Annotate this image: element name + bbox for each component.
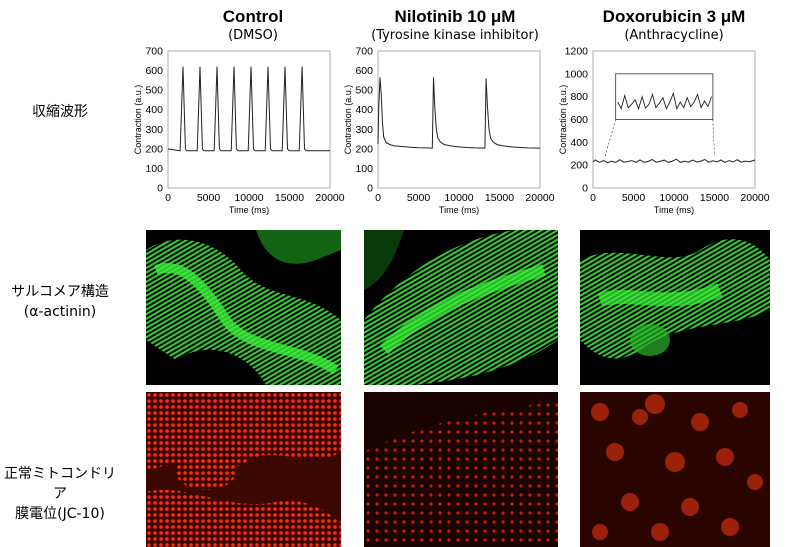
y-tick-label: 700 <box>145 46 163 58</box>
column-title: Doxorubicin 3 μM <box>602 7 746 26</box>
x-axis-label: Time (ms) <box>229 205 269 215</box>
y-tick-label: 200 <box>570 160 588 172</box>
x-tick-label: 0 <box>590 192 596 204</box>
y-tick-label: 400 <box>570 137 588 149</box>
x-tick-label: 5000 <box>197 192 221 204</box>
x-tick-label: 20000 <box>525 192 554 204</box>
mitochondria-image-doxorubicin <box>580 392 770 547</box>
sarcomere-stain-picture <box>146 230 341 385</box>
series-line <box>167 66 330 152</box>
x-tick-label: 10000 <box>444 192 473 204</box>
y-axis-label: Contraction (a.u.) <box>343 85 353 155</box>
x-tick-label: 5000 <box>622 192 646 204</box>
column-title-doxorubicin: Doxorubicin 3 μM (Anthracycline) <box>564 7 784 45</box>
x-axis-label: Time (ms) <box>439 205 479 215</box>
sarcomere-image-nilotinib <box>364 230 558 385</box>
plot-frame <box>167 50 331 189</box>
column-subtitle: (DMSO) <box>228 28 278 43</box>
row-label-text: サルコメア構造 <box>11 284 109 300</box>
x-tick-label: 15000 <box>700 192 729 204</box>
x-tick-label: 15000 <box>275 192 304 204</box>
contraction-chart-nilotinib: 0 100 200 300 400 500 600 700 0 5000 10000 15000 200… <box>343 46 555 216</box>
y-tick-label: 0 <box>367 183 373 195</box>
sarcomere-image-doxorubicin <box>580 230 770 385</box>
row-label-text: 収縮波形 <box>32 104 88 120</box>
x-tick-label: 15000 <box>485 192 514 204</box>
row-label-text: 正常ミトコンドリア <box>4 466 116 502</box>
y-tick-label: 400 <box>145 104 163 116</box>
x-tick-label: 20000 <box>740 192 769 204</box>
y-tick-label: 1200 <box>565 46 589 58</box>
y-axis-label: Contraction (a.u.) <box>558 85 568 155</box>
y-tick-label: 1000 <box>565 68 589 80</box>
y-tick-label: 300 <box>145 124 163 136</box>
mitochondria-stain-picture <box>580 392 770 547</box>
y-tick-label: 100 <box>355 163 373 175</box>
y-tick-label: 200 <box>145 143 163 155</box>
row-label-text-2: (α-actinin) <box>23 304 97 320</box>
sarcomere-stain-picture <box>364 230 558 385</box>
x-tick-label: 5000 <box>407 192 431 204</box>
row-label-text-2: 膜電位(JC-10) <box>15 506 105 522</box>
series-line <box>592 158 756 164</box>
series-line <box>377 77 541 149</box>
inset-connector <box>604 119 616 157</box>
y-tick-label: 600 <box>355 65 373 77</box>
y-axis-label: Contraction (a.u.) <box>133 85 143 155</box>
x-tick-label: 20000 <box>315 192 344 204</box>
contraction-chart-doxorubicin: 0 200 400 600 800 1000 1200 0 5000 10000 15000 2000… <box>558 46 770 216</box>
x-tick-label: 10000 <box>659 192 688 204</box>
x-axis-label: Time (ms) <box>654 205 694 215</box>
contraction-chart-control: 0 100 200 300 400 500 600 700 0 5000 10000 15000 200… <box>133 46 345 216</box>
sarcomere-image-control <box>146 230 341 385</box>
plot-frame <box>592 50 756 189</box>
row-label-waveform: 収縮波形 <box>0 102 120 122</box>
y-tick-label: 600 <box>570 114 588 126</box>
column-title: Control <box>222 7 284 26</box>
y-tick-label: 800 <box>570 91 588 103</box>
y-tick-label: 600 <box>145 65 163 77</box>
y-tick-label: 500 <box>355 85 373 97</box>
y-tick-label: 500 <box>145 85 163 97</box>
mitochondria-stain-picture <box>146 392 341 547</box>
column-subtitle: (Anthracycline) <box>624 28 724 43</box>
row-label-sarcomere: サルコメア構造 (α-actinin) <box>0 282 120 322</box>
x-tick-label: 10000 <box>234 192 263 204</box>
mitochondria-image-nilotinib <box>364 392 558 547</box>
column-title-nilotinib: Nilotinib 10 μM (Tyrosine kinase inhibit… <box>345 7 565 45</box>
y-tick-label: 100 <box>145 163 163 175</box>
inset-series-line <box>617 91 712 111</box>
x-tick-label: 0 <box>375 192 381 204</box>
y-tick-label: 400 <box>355 104 373 116</box>
sarcomere-stain-picture <box>580 239 770 359</box>
y-tick-label: 300 <box>355 124 373 136</box>
column-subtitle: (Tyrosine kinase inhibitor) <box>371 28 539 43</box>
inset-connector <box>712 119 715 157</box>
y-tick-label: 200 <box>355 143 373 155</box>
mitochondria-stain-picture <box>364 392 558 547</box>
y-tick-label: 0 <box>157 183 163 195</box>
plot-frame <box>377 50 541 189</box>
row-label-mitochondria: 正常ミトコンドリア 膜電位(JC-10) <box>0 464 120 524</box>
y-tick-label: 0 <box>582 183 588 195</box>
column-title: Nilotinib 10 μM <box>394 7 516 26</box>
y-tick-label: 700 <box>355 46 373 58</box>
column-title-control: Control (DMSO) <box>143 7 363 45</box>
mitochondria-image-control <box>146 392 341 547</box>
x-tick-label: 0 <box>165 192 171 204</box>
